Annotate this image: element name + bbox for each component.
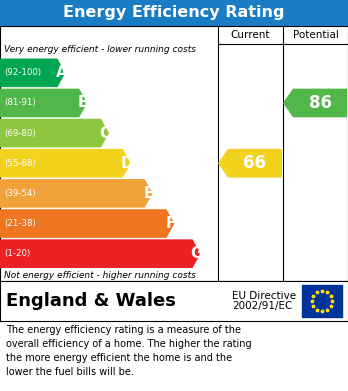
Text: F: F bbox=[165, 216, 176, 231]
Bar bbox=[0, 26, 348, 281]
Text: (81-91): (81-91) bbox=[4, 99, 35, 108]
Text: EU Directive: EU Directive bbox=[232, 291, 296, 301]
Bar bbox=[0, 281, 348, 321]
Polygon shape bbox=[0, 59, 65, 87]
Polygon shape bbox=[0, 149, 131, 178]
Polygon shape bbox=[218, 149, 282, 178]
Text: (92-100): (92-100) bbox=[4, 68, 41, 77]
Text: Potential: Potential bbox=[293, 30, 339, 40]
Text: (39-54): (39-54) bbox=[4, 189, 35, 198]
Text: Not energy efficient - higher running costs: Not energy efficient - higher running co… bbox=[4, 271, 196, 280]
Text: 86: 86 bbox=[308, 94, 332, 112]
Text: B: B bbox=[77, 95, 89, 111]
Polygon shape bbox=[0, 89, 87, 117]
Polygon shape bbox=[283, 89, 347, 117]
Text: (21-38): (21-38) bbox=[4, 219, 36, 228]
Polygon shape bbox=[0, 209, 174, 238]
Text: A: A bbox=[56, 65, 67, 80]
Text: E: E bbox=[143, 186, 154, 201]
Bar bbox=[0, 0, 348, 26]
Text: (1-20): (1-20) bbox=[4, 249, 30, 258]
Text: G: G bbox=[190, 246, 203, 261]
Text: D: D bbox=[120, 156, 133, 171]
Text: Energy Efficiency Rating: Energy Efficiency Rating bbox=[63, 5, 285, 20]
Text: Very energy efficient - lower running costs: Very energy efficient - lower running co… bbox=[4, 45, 196, 54]
Text: (55-68): (55-68) bbox=[4, 159, 36, 168]
Text: The energy efficiency rating is a measure of the
overall efficiency of a home. T: The energy efficiency rating is a measur… bbox=[6, 325, 252, 377]
Bar bbox=[302, 285, 342, 317]
Text: C: C bbox=[100, 126, 111, 141]
Polygon shape bbox=[0, 239, 200, 268]
Text: 66: 66 bbox=[244, 154, 267, 172]
Text: Current: Current bbox=[231, 30, 270, 40]
Text: 2002/91/EC: 2002/91/EC bbox=[232, 301, 292, 311]
Text: England & Wales: England & Wales bbox=[6, 292, 176, 310]
Polygon shape bbox=[0, 179, 153, 208]
Text: (69-80): (69-80) bbox=[4, 129, 35, 138]
Polygon shape bbox=[0, 119, 109, 147]
